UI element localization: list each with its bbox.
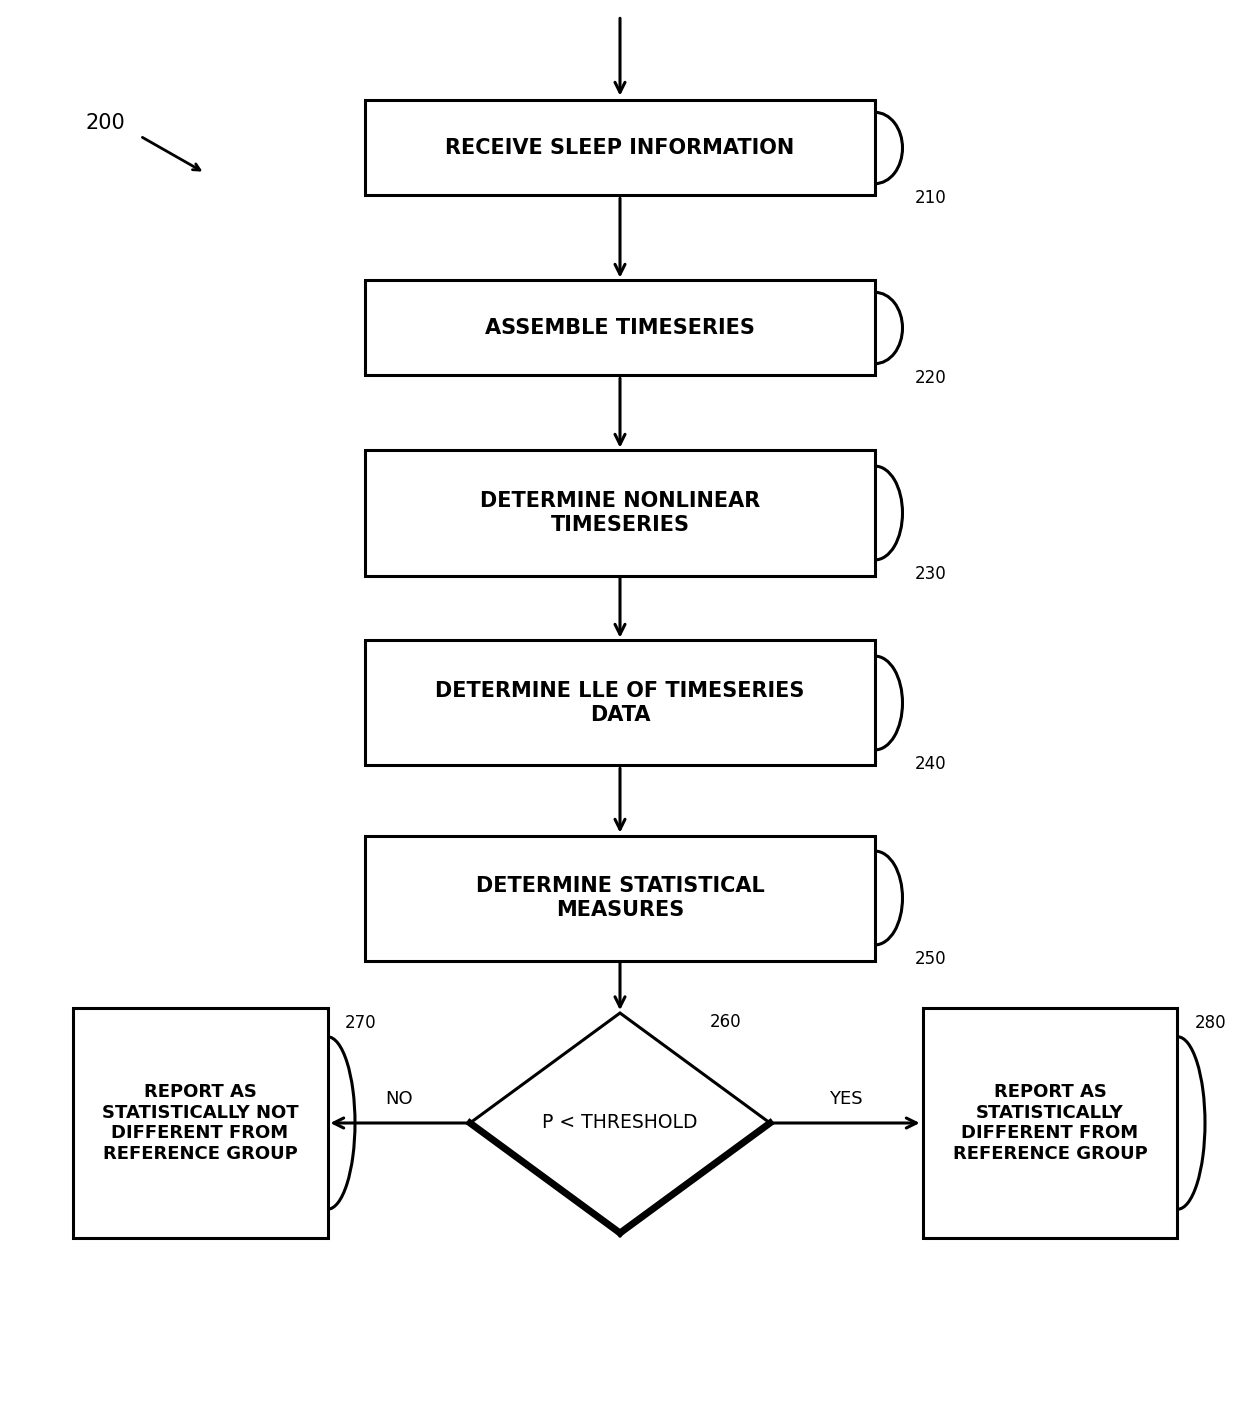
FancyBboxPatch shape	[365, 835, 875, 960]
Text: 230: 230	[915, 565, 946, 583]
Text: 280: 280	[1195, 1014, 1226, 1032]
Text: 250: 250	[915, 950, 946, 967]
FancyBboxPatch shape	[365, 641, 875, 766]
Text: 200: 200	[86, 113, 125, 132]
Text: DETERMINE LLE OF TIMESERIES
DATA: DETERMINE LLE OF TIMESERIES DATA	[435, 681, 805, 725]
Text: DETERMINE NONLINEAR
TIMESERIES: DETERMINE NONLINEAR TIMESERIES	[480, 491, 760, 535]
FancyBboxPatch shape	[365, 451, 875, 576]
Text: 210: 210	[915, 189, 946, 207]
Text: 220: 220	[915, 369, 946, 387]
FancyBboxPatch shape	[72, 1008, 327, 1238]
FancyBboxPatch shape	[365, 280, 875, 376]
FancyBboxPatch shape	[923, 1008, 1178, 1238]
Text: YES: YES	[830, 1090, 863, 1108]
Text: REPORT AS
STATISTICALLY
DIFFERENT FROM
REFERENCE GROUP: REPORT AS STATISTICALLY DIFFERENT FROM R…	[952, 1083, 1147, 1163]
FancyBboxPatch shape	[365, 100, 875, 196]
Text: RECEIVE SLEEP INFORMATION: RECEIVE SLEEP INFORMATION	[445, 138, 795, 158]
Text: NO: NO	[384, 1090, 413, 1108]
Text: 260: 260	[711, 1012, 742, 1031]
Text: P < THRESHOLD: P < THRESHOLD	[542, 1114, 698, 1132]
Text: 240: 240	[915, 755, 946, 773]
Polygon shape	[470, 1012, 770, 1233]
Text: REPORT AS
STATISTICALLY NOT
DIFFERENT FROM
REFERENCE GROUP: REPORT AS STATISTICALLY NOT DIFFERENT FR…	[102, 1083, 299, 1163]
Text: 270: 270	[345, 1014, 377, 1032]
Text: ASSEMBLE TIMESERIES: ASSEMBLE TIMESERIES	[485, 318, 755, 338]
Text: DETERMINE STATISTICAL
MEASURES: DETERMINE STATISTICAL MEASURES	[476, 876, 764, 919]
